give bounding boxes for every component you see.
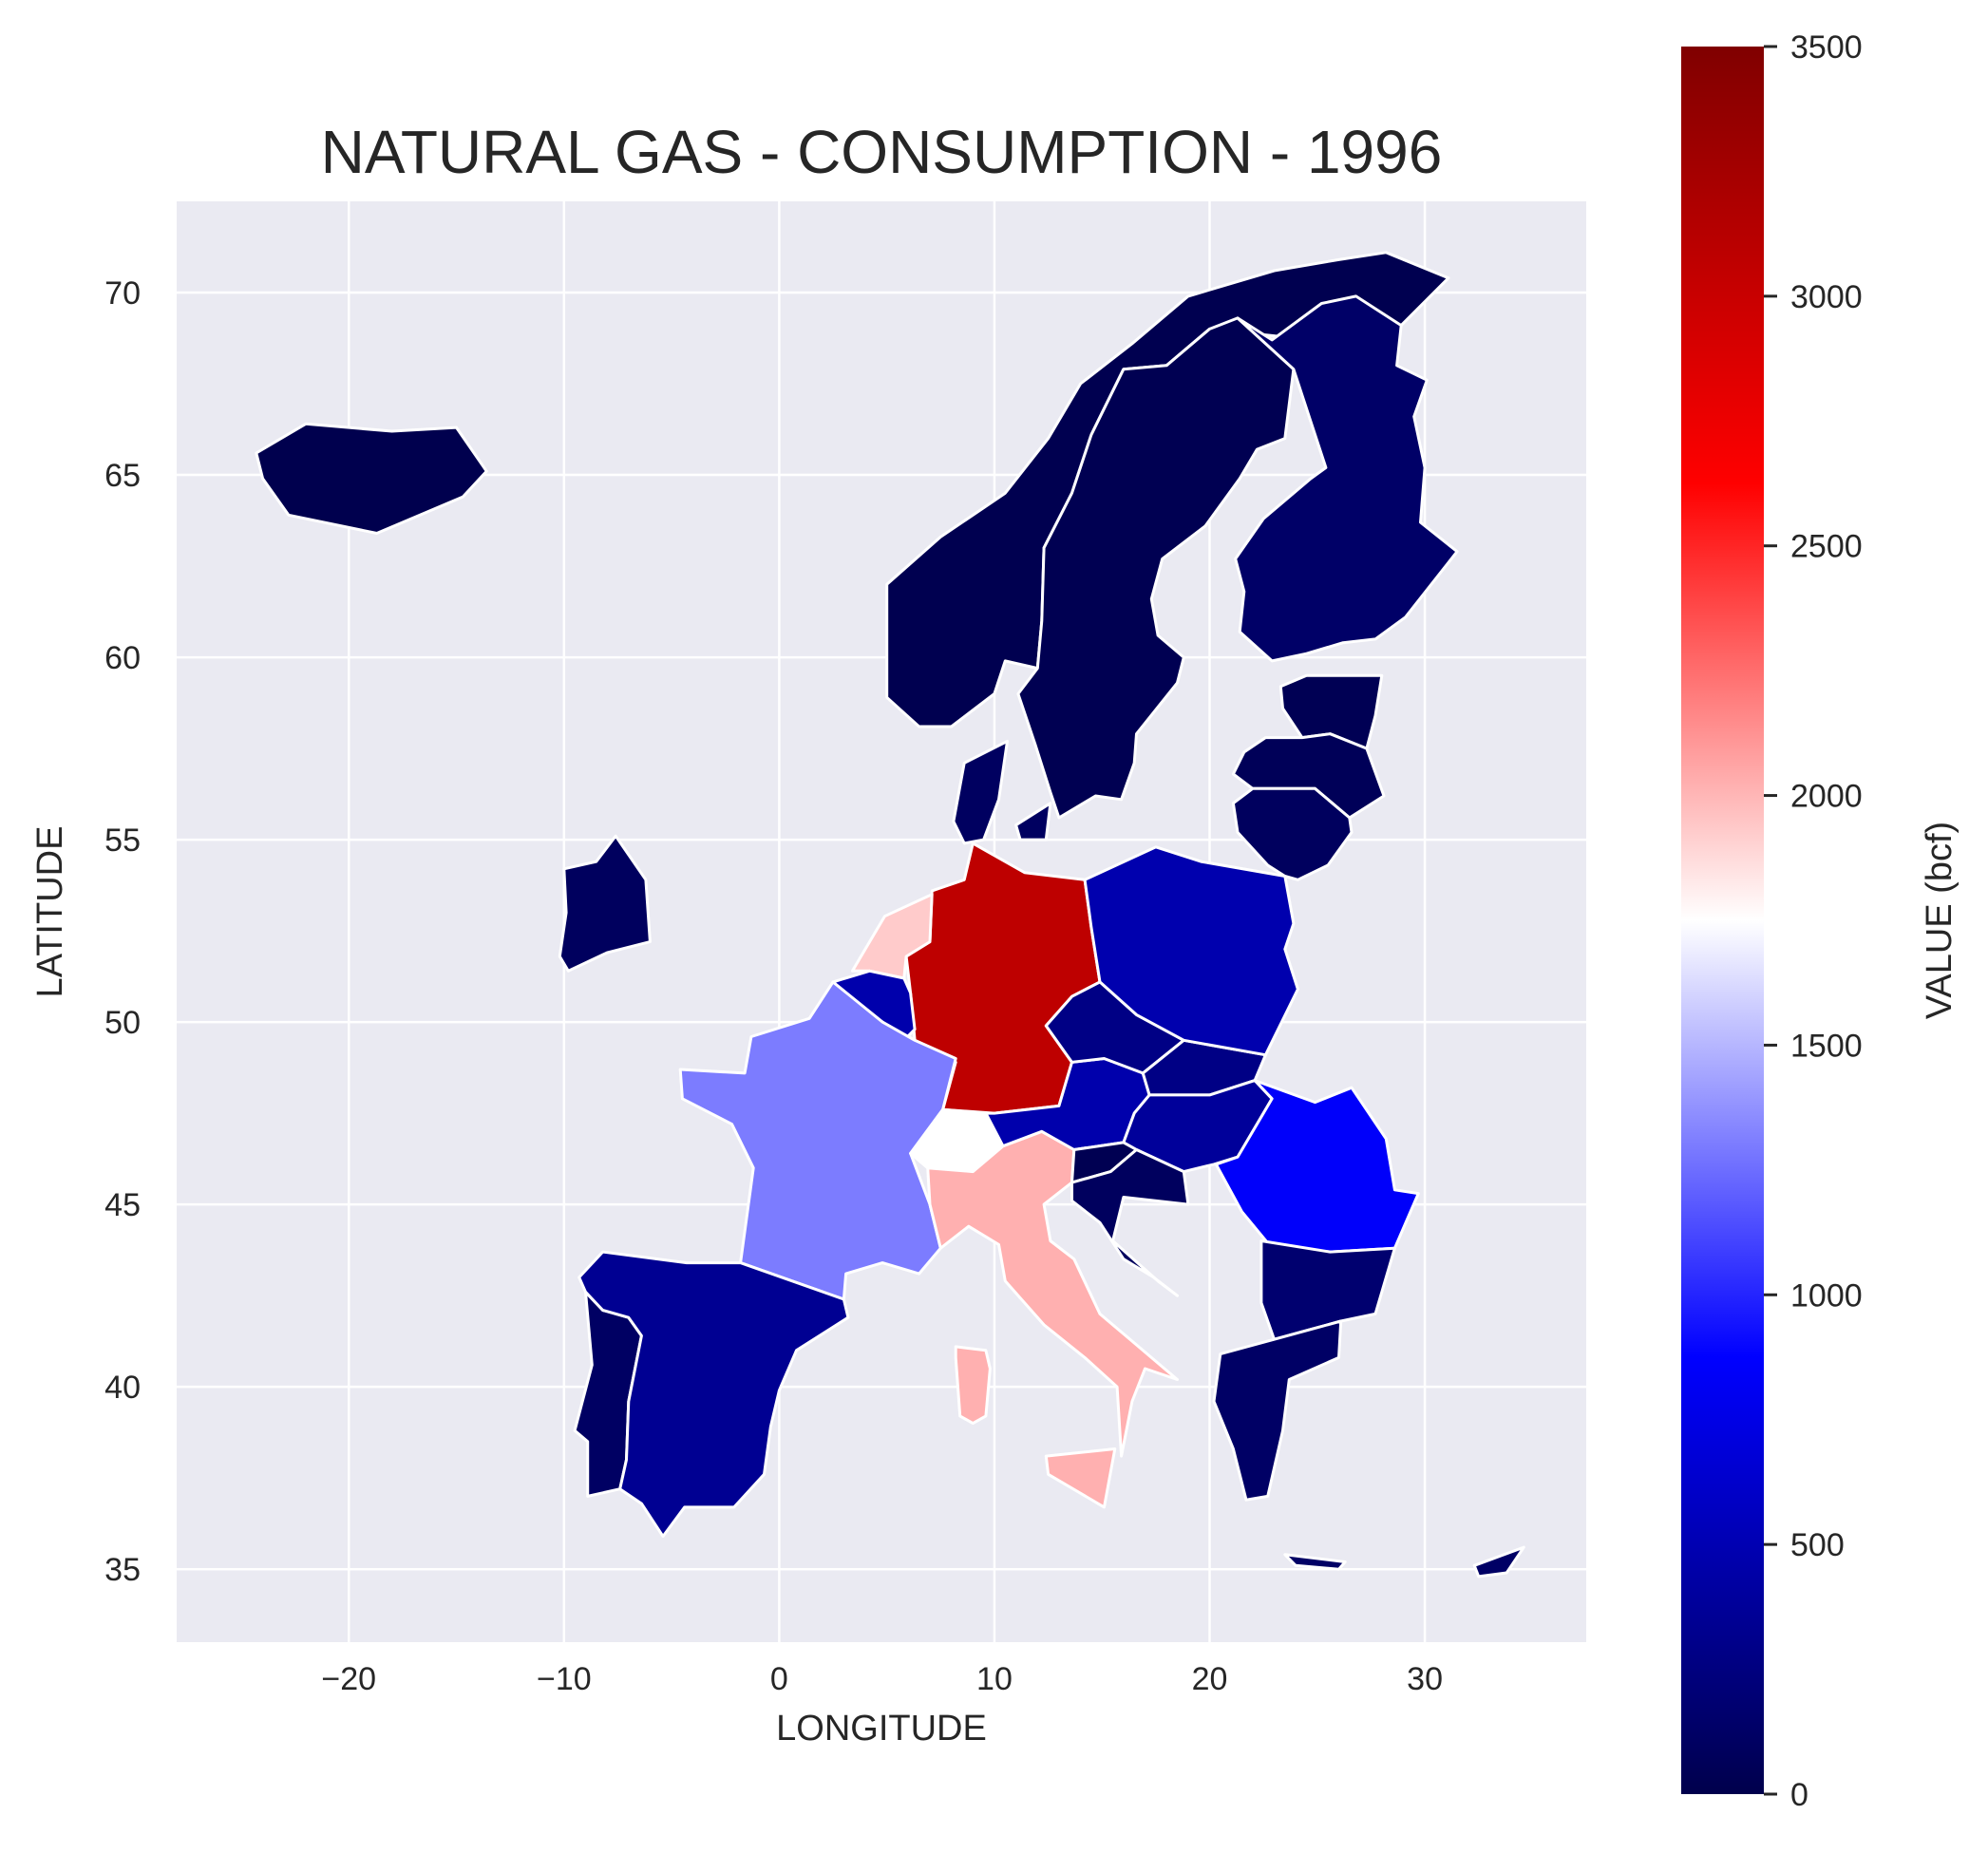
x-tick-label: 0 — [770, 1661, 788, 1697]
chart-title: NATURAL GAS - CONSUMPTION - 1996 — [321, 118, 1443, 186]
colorbar-tick-label: 2000 — [1790, 779, 1863, 815]
map-region — [954, 1345, 992, 1426]
map-region — [1283, 1553, 1347, 1571]
map-region — [678, 980, 957, 1301]
x-tick-label: −20 — [321, 1661, 376, 1697]
y-tick-label: 35 — [104, 1552, 141, 1588]
x-tick-label: −10 — [537, 1661, 592, 1697]
map-region — [1231, 786, 1354, 881]
map-region — [1472, 1545, 1525, 1579]
map-region — [1212, 1319, 1343, 1502]
colorbar-tick-label: 1500 — [1790, 1028, 1863, 1064]
map-region — [1016, 316, 1296, 820]
y-tick-label: 65 — [104, 458, 141, 494]
x-axis-label: LONGITUDE — [776, 1709, 987, 1749]
y-tick-label: 55 — [104, 823, 141, 859]
colorbar-tick-label: 3500 — [1790, 29, 1863, 66]
colorbar-ticks: 0 500 1000 1500 2000 2500 3000 3500 — [1764, 29, 1863, 1813]
map-region — [952, 739, 1009, 845]
y-tick-label: 60 — [104, 640, 141, 676]
map-region — [1083, 845, 1299, 1057]
colorbar-tick-label: 3000 — [1790, 279, 1863, 315]
x-axis-ticks: −20 −10 0 10 20 30 — [321, 1661, 1443, 1697]
map-region — [1014, 802, 1052, 841]
y-tick-label: 70 — [104, 275, 141, 312]
y-tick-label: 45 — [104, 1187, 141, 1223]
colorbar-tick-label: 500 — [1790, 1527, 1845, 1563]
map-region — [1044, 1447, 1117, 1509]
colorbar-label: VALUE (bcf) — [1920, 822, 1960, 1019]
y-tick-label: 50 — [104, 1005, 141, 1041]
y-axis-ticks: 35 40 45 50 55 60 65 70 — [104, 275, 141, 1588]
x-tick-label: 30 — [1407, 1661, 1443, 1697]
colorbar-tick-label: 2500 — [1790, 529, 1863, 565]
map-region — [558, 834, 652, 973]
y-axis-label: LATITUDE — [30, 826, 70, 998]
y-tick-label: 40 — [104, 1370, 141, 1406]
map-region — [1234, 294, 1459, 663]
x-tick-label: 10 — [976, 1661, 1013, 1697]
colorbar-tick-label: 1000 — [1790, 1277, 1863, 1314]
map-region — [577, 1250, 850, 1539]
colorbar-tick-label: 0 — [1790, 1777, 1808, 1813]
x-tick-label: 20 — [1192, 1661, 1228, 1697]
map-region — [1070, 1148, 1190, 1297]
map-regions — [255, 251, 1525, 1579]
colorbar — [1681, 47, 1764, 1794]
map-region — [1259, 1239, 1396, 1341]
map-region — [255, 422, 488, 535]
map-region — [1278, 673, 1384, 750]
